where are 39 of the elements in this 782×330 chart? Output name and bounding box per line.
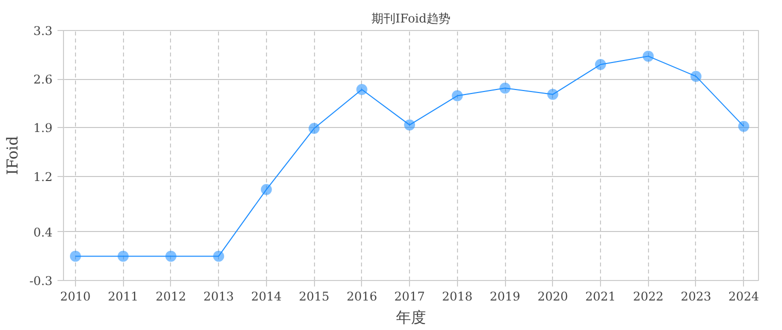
y-tick-label: 1.9 (33, 121, 53, 136)
y-tick-label: 3.3 (33, 24, 53, 38)
point (452, 90, 463, 102)
point (165, 250, 176, 262)
x-tick-label: 2022 (632, 290, 664, 304)
x-tick-label: 2013 (203, 290, 234, 304)
point (308, 122, 320, 134)
x-axis-title: 年度 (396, 308, 426, 326)
y-tick-label: 2.6 (33, 72, 53, 87)
point (260, 184, 272, 196)
x-tick-label: 2012 (156, 290, 186, 304)
point (356, 84, 368, 96)
point (547, 88, 558, 100)
point (738, 120, 750, 132)
x-tick-label: 2016 (346, 290, 378, 304)
point (690, 70, 702, 82)
x-tick-label: 2017 (394, 290, 425, 304)
x-tick-label: 2014 (251, 290, 282, 304)
x-tick-label: 2019 (490, 290, 520, 304)
x-tick-label: 2018 (442, 290, 473, 304)
point (404, 119, 416, 130)
x-tick-label: 2024 (728, 290, 760, 304)
point (642, 50, 654, 62)
x-tick-label: 2021 (585, 290, 616, 304)
point (70, 250, 81, 262)
y-axis-title: IFoid (3, 136, 22, 175)
y-tick-label: -0.3 (29, 274, 52, 288)
point (118, 250, 129, 262)
chart-title: 期刊IFoid趋势 (371, 12, 451, 26)
y-tick-label: 1.2 (33, 170, 53, 184)
point (500, 82, 511, 94)
x-tick-label: 2023 (680, 290, 712, 304)
point (213, 250, 224, 262)
x-tick-label: 2020 (538, 290, 568, 304)
x-tick-label: 2010 (60, 290, 91, 304)
y-tick-label: 0.4 (33, 225, 53, 240)
x-tick-label: 2015 (298, 290, 330, 304)
point (595, 59, 606, 70)
x-tick-label: 2011 (108, 290, 138, 304)
